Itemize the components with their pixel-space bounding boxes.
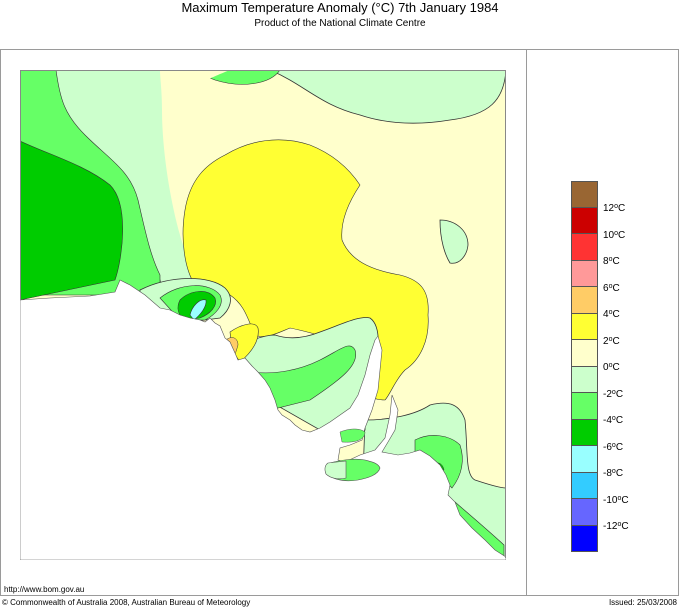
region-m4-to-m2-eyre	[251, 345, 357, 411]
copyright-notice: © Commonwealth of Australia 2008, Austra…	[2, 598, 251, 607]
region-m6-to-m4-west	[19, 140, 123, 301]
legend-label-6: 6oC	[603, 283, 620, 294]
legend-label-8: 8oC	[603, 256, 620, 267]
legend-label-4: 4oC	[603, 309, 620, 320]
eyre-tip	[339, 428, 366, 443]
legend-label-m2: -2oC	[603, 389, 624, 400]
legend-band-m8-m6	[571, 446, 598, 473]
map-subtitle: Product of the National Climate Centre	[254, 18, 426, 29]
legend-band-below-m12	[571, 525, 598, 552]
legend-band-10-12	[571, 207, 598, 234]
legend-label-m10: -10oC	[603, 495, 629, 506]
legend-label-10: 10oC	[603, 230, 626, 241]
region-m2-to-0-east-island	[439, 219, 469, 264]
legend-band-above-12	[571, 181, 598, 208]
region-m2-to-0-northeast	[90, 69, 507, 124]
anomaly-map	[19, 69, 507, 561]
legend-band-2-4	[571, 313, 598, 340]
color-legend	[571, 181, 598, 552]
legend-band-m10-m8	[571, 472, 598, 499]
kangaroo-island-west	[324, 460, 347, 480]
legend-divider	[526, 49, 527, 596]
ocean	[19, 279, 507, 561]
legend-label-12: 12oC	[603, 203, 626, 214]
map-frame	[0, 49, 679, 596]
legend-label-m8: -8oC	[603, 468, 624, 479]
legend-band-m6-m4	[571, 419, 598, 446]
legend-label-m4: -4oC	[603, 415, 624, 426]
legend-band-4-6	[571, 287, 598, 314]
legend-label-2: 2oC	[603, 336, 620, 347]
issued-date: Issued: 25/03/2008	[608, 598, 677, 607]
legend-band-m4-m2	[571, 393, 598, 420]
legend-band-8-10	[571, 234, 598, 261]
legend-label-0: 0oC	[603, 362, 620, 373]
legend-band-6-8	[571, 260, 598, 287]
region-m8-to-m6-ceduna	[189, 299, 207, 321]
source-url[interactable]: http://www.bom.gov.au	[4, 585, 85, 594]
region-0-to-2-north	[160, 70, 235, 282]
legend-band-m2-0	[571, 366, 598, 393]
legend-label-m6: -6oC	[603, 442, 624, 453]
legend-label-m12: -12oC	[603, 521, 629, 532]
legend-band-m12-m10	[571, 499, 598, 526]
legend-band-0-2	[571, 340, 598, 367]
map-title: Maximum Temperature Anomaly (°C) 7th Jan…	[181, 0, 499, 15]
